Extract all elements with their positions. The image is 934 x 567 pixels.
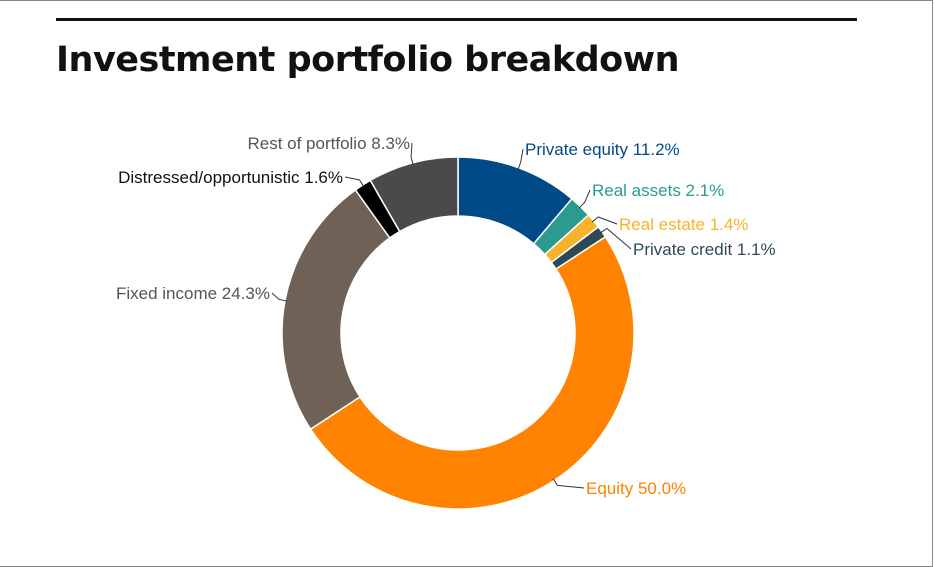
donut-slices: [281, 156, 635, 510]
label-fixed-income: Fixed income 24.3%: [116, 284, 270, 303]
leader-fixed-income: [271, 292, 288, 302]
slice-rest-of-portfolio: [369, 156, 459, 233]
label-real-estate: Real estate 1.4%: [619, 215, 748, 234]
leader-real-estate: [591, 216, 618, 225]
title-rule: [56, 18, 857, 21]
label-equity: Equity 50.0%: [586, 479, 686, 498]
leader-distressed-opportunistic: [344, 176, 365, 187]
label-private-equity: Private equity 11.2%: [525, 140, 680, 159]
slice-labels: Private equity 11.2% Real assets 2.1% Real…: [116, 134, 776, 498]
slice-fixed-income: [281, 188, 391, 431]
leader-private-equity: [517, 148, 524, 170]
chart-title: Investment portfolio breakdown: [56, 40, 679, 80]
label-private-credit: Private credit 1.1%: [633, 240, 776, 259]
label-distressed-opportunistic: Distressed/opportunistic 1.6%: [118, 168, 343, 187]
label-rest-of-portfolio: Rest of portfolio 8.3%: [247, 134, 410, 153]
leader-lines: [271, 142, 632, 489]
slice-equity: [309, 235, 635, 510]
label-real-assets: Real assets 2.1%: [592, 181, 724, 200]
leader-rest-of-portfolio: [410, 142, 414, 166]
leader-equity: [552, 478, 585, 489]
leader-private-credit: [600, 227, 632, 250]
leader-real-assets: [578, 189, 591, 209]
